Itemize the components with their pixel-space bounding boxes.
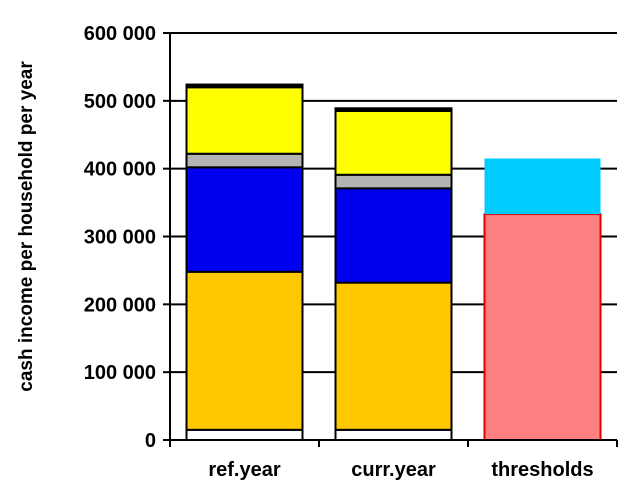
axes <box>169 33 618 447</box>
x-tick-label: thresholds <box>491 459 593 481</box>
bar-segment-ref.year-3 <box>185 152 304 169</box>
bar-segment-thresholds-0 <box>483 213 602 441</box>
y-axis-title: cash income per household per year <box>16 61 37 392</box>
bar-segment-curr.year-1 <box>334 281 453 431</box>
y-tick-label: 200 000 <box>84 294 156 316</box>
bar-segment-ref.year-2 <box>185 166 304 273</box>
y-tick-label: 100 000 <box>84 362 156 384</box>
bars <box>185 83 602 442</box>
y-tick-labels: 0 100 000 200 000 300 000 400 000 500 000 600 … <box>84 23 156 452</box>
bar-segment-curr.year-5 <box>334 107 453 113</box>
y-tick-label: 600 000 <box>84 23 156 45</box>
bar-segment-curr.year-3 <box>334 173 453 190</box>
bar-segment-ref.year-1 <box>185 270 304 431</box>
x-tick-label: ref.year <box>208 459 280 481</box>
y-tick-label: 400 000 <box>84 159 156 181</box>
y-tick-label: 300 000 <box>84 227 156 249</box>
bar-segment-curr.year-4 <box>334 110 453 176</box>
y-tick-label: 0 <box>145 430 156 452</box>
bar-segment-curr.year-0 <box>334 428 453 442</box>
bar-segment-thresholds-1 <box>484 158 601 215</box>
bar-segment-ref.year-5 <box>185 83 304 89</box>
bar-segment-ref.year-4 <box>185 86 304 155</box>
bar-segment-ref.year-0 <box>185 428 304 442</box>
y-tick-label: 500 000 <box>84 91 156 113</box>
x-tick-labels: ref.year curr.year thresholds <box>208 459 593 481</box>
bar-segment-curr.year-2 <box>334 187 453 284</box>
x-tick-label: curr.year <box>351 459 436 481</box>
